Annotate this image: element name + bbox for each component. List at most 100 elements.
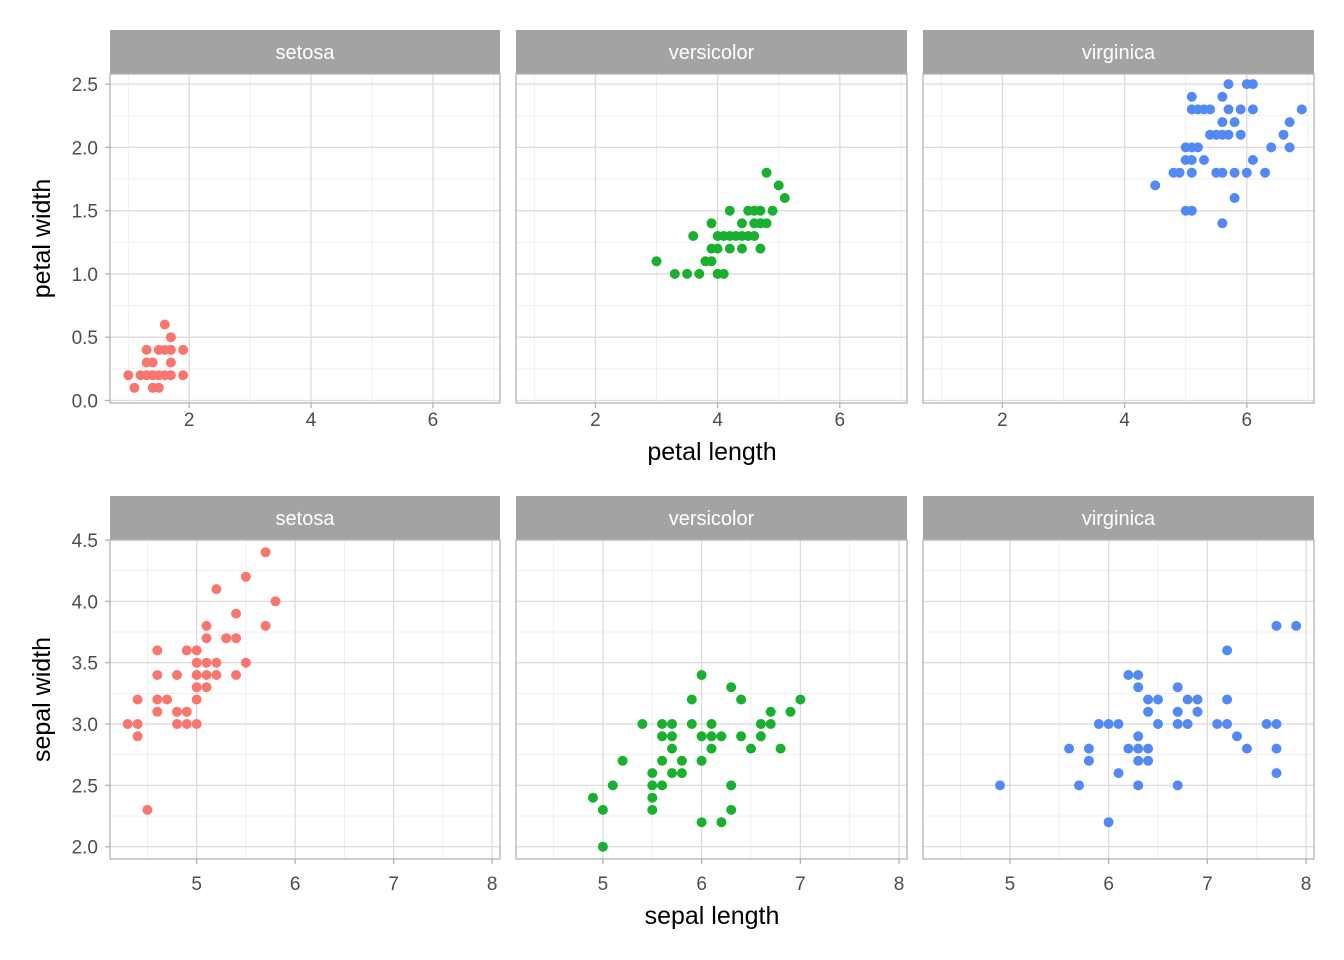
data-point — [1133, 780, 1144, 791]
data-point — [696, 817, 707, 828]
data-point — [657, 755, 668, 766]
data-point — [1153, 694, 1163, 705]
data-point — [1143, 706, 1154, 717]
data-point — [1260, 167, 1271, 178]
data-point — [761, 167, 772, 178]
data-point — [1217, 91, 1228, 102]
data-point — [1223, 129, 1234, 140]
data-point — [1217, 167, 1228, 178]
data-point — [657, 731, 668, 742]
data-point — [165, 332, 176, 343]
x-tick-label: 7 — [1202, 874, 1213, 895]
data-point — [716, 817, 727, 828]
data-point — [1153, 719, 1163, 729]
data-point — [1186, 155, 1197, 165]
data-point — [706, 719, 717, 729]
data-point — [191, 682, 202, 693]
data-point — [1133, 670, 1144, 680]
data-point — [1123, 743, 1134, 754]
data-point — [1222, 694, 1233, 705]
data-point — [1172, 719, 1183, 729]
data-point — [1229, 193, 1240, 203]
data-point — [1113, 768, 1124, 779]
data-point — [1229, 167, 1240, 178]
data-point — [706, 218, 717, 229]
data-point — [1261, 719, 1272, 729]
data-point — [1182, 719, 1193, 729]
data-point — [1284, 142, 1295, 153]
panel-versicolor: versicolor 2 4 6 — [515, 30, 908, 431]
data-point — [1247, 155, 1258, 165]
y-tick-label: 2.0 — [72, 138, 98, 159]
x-tick-label: 8 — [487, 874, 498, 895]
data-point — [1103, 817, 1114, 828]
data-point — [1278, 129, 1289, 140]
strip-background — [516, 496, 907, 540]
x-tick-label: 8 — [1301, 874, 1312, 895]
data-point — [1133, 731, 1144, 742]
data-point — [716, 731, 727, 742]
data-point — [676, 768, 687, 779]
data-point — [1205, 104, 1216, 115]
data-point — [122, 719, 133, 729]
data-point — [1192, 694, 1203, 705]
data-point — [617, 755, 628, 766]
panel-virginica: virginica 2 4 6 — [922, 30, 1315, 431]
data-point — [765, 706, 776, 717]
data-point — [1172, 682, 1183, 693]
x-tick-label: 6 — [1103, 874, 1114, 895]
panel-setosa: setosa 2 4 6 0.0 0.5 1.0 1.5 2.0 2.5 — [72, 30, 501, 431]
data-point — [1133, 682, 1144, 693]
data-point — [1172, 706, 1183, 717]
x-tick-label: 5 — [191, 874, 202, 895]
strip-label: virginica — [1082, 508, 1156, 530]
data-point — [647, 780, 658, 791]
data-point — [1271, 743, 1282, 754]
data-point — [201, 682, 212, 693]
x-tick-label: 6 — [1242, 410, 1253, 431]
data-point — [1222, 719, 1233, 729]
strip-label: versicolor — [669, 42, 755, 64]
data-point — [1186, 167, 1197, 178]
y-tick-label: 3.0 — [72, 715, 98, 736]
data-point — [240, 571, 251, 582]
data-point — [1266, 142, 1277, 153]
x-tick-label: 4 — [1119, 410, 1130, 431]
panel-border — [109, 539, 501, 860]
y-tick-label: 0.0 — [72, 391, 98, 412]
data-point — [682, 268, 693, 279]
data-point — [1212, 719, 1223, 729]
panel-border — [922, 539, 1315, 860]
data-point — [1296, 104, 1307, 115]
data-point — [1182, 694, 1193, 705]
data-point — [1232, 731, 1242, 742]
data-point — [588, 792, 598, 803]
data-point — [785, 706, 796, 717]
x-tick-label: 2 — [184, 410, 195, 431]
data-point — [1247, 104, 1258, 115]
data-point — [260, 620, 271, 631]
y-axis-title: petal width — [28, 179, 56, 299]
strip-background — [516, 30, 907, 74]
data-point — [1192, 142, 1203, 153]
data-point — [696, 670, 707, 680]
data-point — [181, 645, 192, 656]
data-point — [1186, 91, 1197, 102]
x-tick-label: 7 — [388, 874, 399, 895]
panel-versicolor: versicolor 5 6 7 8 — [515, 496, 908, 895]
data-point — [181, 719, 192, 729]
data-point — [667, 731, 677, 742]
data-point — [1172, 780, 1183, 791]
data-point — [667, 719, 677, 729]
data-point — [270, 596, 281, 607]
data-point — [607, 780, 618, 791]
data-point — [686, 719, 697, 729]
data-point — [152, 706, 163, 717]
data-point — [706, 256, 717, 267]
data-point — [737, 218, 747, 229]
data-point — [231, 670, 242, 680]
data-point — [201, 620, 212, 631]
data-point — [696, 731, 707, 742]
x-axis-title: sepal length — [645, 902, 780, 930]
data-point — [749, 231, 760, 241]
